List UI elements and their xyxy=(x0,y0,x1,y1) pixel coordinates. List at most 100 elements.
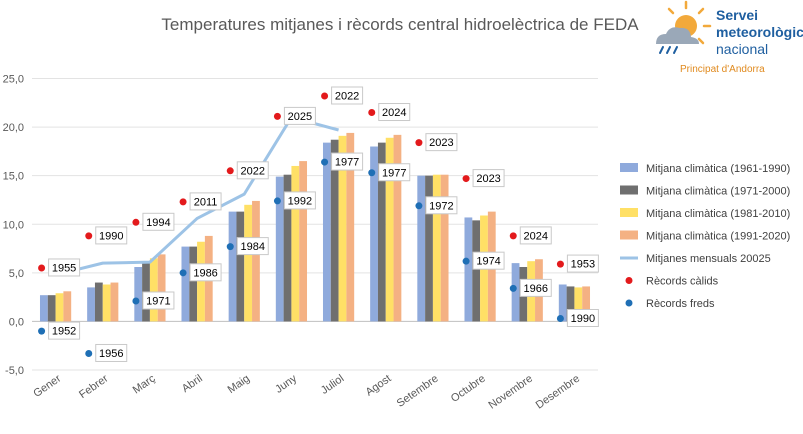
chart-title: Temperatures mitjanes i rècords central … xyxy=(161,15,639,34)
data-label-box xyxy=(425,133,458,152)
record-point xyxy=(368,109,376,117)
record-point xyxy=(132,297,140,305)
data-label: 1953 xyxy=(571,259,595,271)
data-label: 1955 xyxy=(52,262,76,274)
legend-label: Rècords càlids xyxy=(646,276,719,288)
legend-label: Mitjana climàtica (1971-2000) xyxy=(646,186,790,198)
bar xyxy=(346,132,355,322)
record-point xyxy=(556,315,564,323)
data-label-box xyxy=(472,251,505,270)
record-point xyxy=(556,260,564,268)
bar xyxy=(63,291,72,322)
bar xyxy=(87,287,95,322)
bar xyxy=(558,284,567,322)
record-point xyxy=(415,139,423,147)
logo: Servei meteorològic nacional Principat d… xyxy=(656,0,803,75)
legend-label: Mitjana climàtica (1991-2020) xyxy=(646,231,790,243)
bar xyxy=(440,174,449,322)
x-tick-label: Maig xyxy=(226,373,252,397)
data-label-box xyxy=(283,106,316,125)
bar xyxy=(370,146,378,322)
logo-line3: nacional xyxy=(716,41,768,57)
x-tick-label: Setembre xyxy=(395,373,441,410)
data-label-box xyxy=(283,191,316,210)
data-label: 2011 xyxy=(194,196,218,208)
legend-swatch xyxy=(620,208,638,217)
bar xyxy=(149,258,158,322)
legend-swatch xyxy=(620,163,638,172)
x-tick-label: Abril xyxy=(180,373,205,395)
data-label: 2025 xyxy=(288,111,312,123)
bar xyxy=(189,246,198,322)
y-tick-label: 15,0 xyxy=(3,171,24,183)
bar xyxy=(417,175,426,322)
x-tick-label: Octubre xyxy=(449,373,488,405)
bar xyxy=(283,174,292,322)
bar xyxy=(582,286,591,322)
bar xyxy=(252,200,260,322)
data-label-box xyxy=(566,254,599,273)
y-tick-label: 5,0 xyxy=(9,268,24,280)
record-point xyxy=(273,197,281,205)
data-label: 1990 xyxy=(99,230,123,242)
record-point xyxy=(321,92,329,100)
bar xyxy=(55,293,64,322)
record-point xyxy=(85,232,93,240)
x-tick-label: Novembre xyxy=(487,373,535,412)
data-label-box xyxy=(48,321,81,340)
bar xyxy=(102,284,111,322)
record-point xyxy=(462,175,470,183)
bar xyxy=(291,165,300,322)
legend-label: Rècords freds xyxy=(646,298,715,310)
legend-swatch xyxy=(625,277,633,284)
bar xyxy=(330,139,339,322)
record-point xyxy=(38,264,46,272)
record-point xyxy=(226,243,234,251)
bar xyxy=(94,282,103,322)
data-label-box xyxy=(236,237,269,256)
data-label: 1977 xyxy=(382,167,406,179)
bar xyxy=(393,134,402,322)
record-point xyxy=(179,269,187,277)
data-label: 1972 xyxy=(429,200,453,212)
bar xyxy=(181,246,190,322)
bar xyxy=(377,142,386,322)
x-tick-label: Juny xyxy=(273,372,299,395)
bar xyxy=(511,263,520,322)
data-label-box xyxy=(378,103,411,122)
data-label-box xyxy=(519,226,552,245)
bar xyxy=(566,286,575,322)
bar xyxy=(385,137,394,322)
data-label: 1994 xyxy=(146,217,170,229)
bar xyxy=(322,142,331,322)
data-label: 1984 xyxy=(241,241,265,253)
bar xyxy=(47,295,56,322)
bar xyxy=(236,211,245,322)
bar xyxy=(197,241,205,322)
data-label-box xyxy=(95,343,128,362)
x-tick-label: Agost xyxy=(364,373,394,399)
bar xyxy=(39,295,48,322)
y-tick-label: 0,0 xyxy=(9,316,24,328)
bar xyxy=(134,267,143,322)
record-point xyxy=(273,112,281,120)
bar xyxy=(432,174,441,322)
x-tick-label: Març xyxy=(131,372,158,396)
record-point xyxy=(462,257,470,265)
record-point xyxy=(179,198,187,206)
data-label-box xyxy=(519,278,552,297)
data-label: 1974 xyxy=(476,256,500,268)
y-tick-label: 20,0 xyxy=(3,122,24,134)
record-point xyxy=(321,158,329,166)
record-point xyxy=(415,202,423,210)
data-label: 2022 xyxy=(241,165,265,177)
data-label: 2023 xyxy=(429,137,453,149)
data-label: 1956 xyxy=(99,348,123,360)
data-label: 2024 xyxy=(524,230,548,242)
legend-label: Mitjana climàtica (1961-1990) xyxy=(646,163,790,175)
logo-line1: Servei xyxy=(716,7,758,23)
bar xyxy=(472,220,481,322)
data-label: 1992 xyxy=(288,195,312,207)
record-point xyxy=(85,349,93,357)
legend-swatch xyxy=(625,299,633,307)
